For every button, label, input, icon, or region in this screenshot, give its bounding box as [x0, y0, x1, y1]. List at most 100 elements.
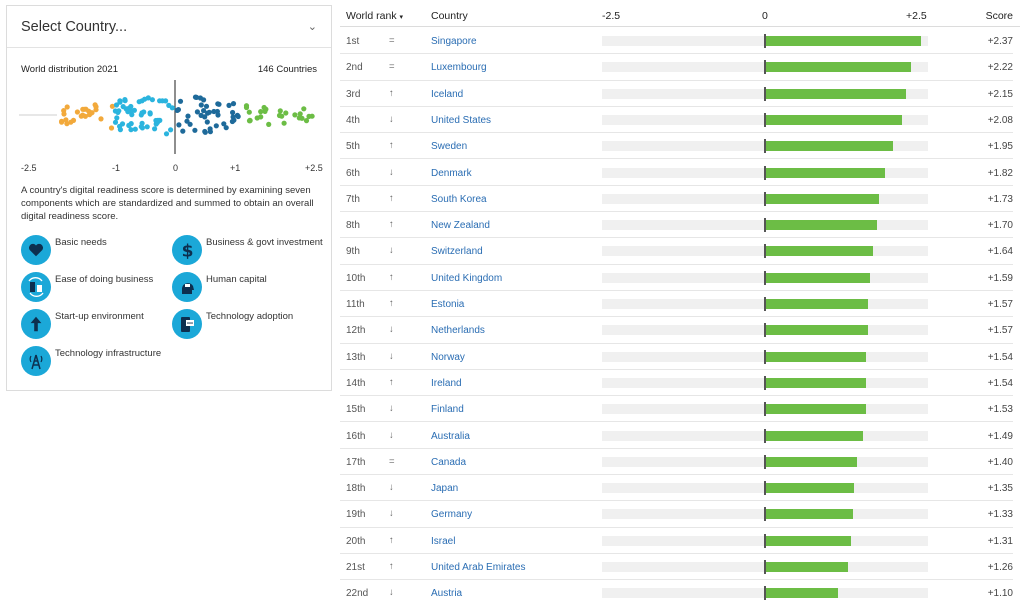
swarm-dot[interactable] — [193, 94, 200, 100]
swarm-dot[interactable] — [155, 117, 161, 123]
swarm-dot[interactable] — [93, 107, 99, 113]
country-link[interactable]: Norway — [431, 351, 465, 363]
swarm-dot[interactable] — [139, 125, 145, 131]
swarm-dot[interactable] — [223, 125, 229, 131]
swarm-dot[interactable] — [234, 112, 240, 118]
country-link[interactable]: Austria — [431, 588, 463, 600]
country-link[interactable]: New Zealand — [431, 220, 490, 232]
table-row[interactable]: 8th ↑ New Zealand +1.70 — [340, 212, 1013, 239]
swarm-dot[interactable] — [63, 117, 69, 123]
country-link[interactable]: United Arab Emirates — [431, 562, 526, 573]
table-row[interactable]: 14th ↑ Ireland +1.54 — [340, 370, 1013, 397]
swarm-dot[interactable] — [113, 102, 120, 108]
swarm-dot[interactable] — [152, 126, 158, 132]
table-row[interactable]: 3rd ↑ Iceland +2.15 — [340, 81, 1013, 107]
swarm-dot[interactable] — [261, 104, 267, 111]
swarm-dot[interactable] — [112, 119, 119, 125]
swarm-dot[interactable] — [303, 118, 310, 124]
swarm-dot[interactable] — [129, 112, 135, 118]
swarm-dot[interactable] — [197, 95, 203, 101]
country-link[interactable]: Iceland — [431, 88, 464, 100]
table-row[interactable]: 17th = Canada +1.40 — [340, 449, 1013, 476]
swarm-dot[interactable] — [78, 113, 84, 119]
swarm-dot[interactable] — [59, 119, 65, 125]
swarm-dot[interactable] — [168, 127, 174, 133]
table-row[interactable]: 22nd ↓ Austria +1.10 — [340, 580, 1013, 606]
swarm-dot[interactable] — [283, 110, 289, 116]
swarm-dot[interactable] — [132, 126, 138, 132]
swarm-dot[interactable] — [207, 129, 213, 135]
swarm-dot[interactable] — [292, 112, 298, 118]
swarm-dot[interactable] — [185, 113, 191, 119]
swarm-dot[interactable] — [116, 108, 122, 114]
swarm-dot[interactable] — [201, 108, 207, 114]
swarm-dot[interactable] — [243, 103, 250, 109]
country-link[interactable]: Japan — [431, 483, 459, 495]
swarm-dot[interactable] — [123, 106, 129, 112]
country-link[interactable]: Sweden — [431, 141, 468, 153]
swarm-dot[interactable] — [174, 107, 180, 113]
table-row[interactable]: 6th ↓ Denmark +1.82 — [340, 160, 1013, 186]
table-row[interactable]: 19th ↓ Germany +1.33 — [340, 501, 1013, 528]
table-row[interactable]: 11th ↑ Estonia +1.57 — [340, 291, 1013, 318]
table-row[interactable]: 4th ↓ United States +2.08 — [340, 107, 1013, 134]
swarm-dot[interactable] — [262, 108, 268, 114]
swarm-dot[interactable] — [126, 122, 132, 129]
country-link[interactable]: Germany — [431, 509, 473, 521]
swarm-dot[interactable] — [108, 125, 115, 131]
swarm-dot[interactable] — [258, 109, 264, 115]
swarm-dot[interactable] — [226, 102, 232, 108]
table-row[interactable]: 12th ↓ Netherlands +1.57 — [340, 317, 1013, 344]
table-row[interactable]: 16th ↓ Australia +1.49 — [340, 423, 1013, 449]
swarm-dot[interactable] — [142, 96, 148, 102]
swarm-dot[interactable] — [117, 99, 123, 105]
swarm-dot[interactable] — [141, 109, 147, 115]
table-row[interactable]: 7th ↑ South Korea +1.73 — [340, 186, 1013, 213]
swarm-dot[interactable] — [230, 109, 236, 116]
table-row[interactable]: 1st = Singapore +2.37 — [340, 28, 1013, 55]
swarm-dot[interactable] — [211, 108, 217, 115]
swarm-dot[interactable] — [213, 123, 219, 129]
table-row[interactable]: 15th ↓ Finland +1.53 — [340, 396, 1013, 423]
swarm-dot[interactable] — [128, 107, 134, 114]
swarm-dot[interactable] — [281, 120, 287, 126]
table-row[interactable]: 13th ↓ Norway +1.54 — [340, 344, 1013, 370]
swarm-dot[interactable] — [163, 131, 170, 137]
swarm-dot[interactable] — [301, 106, 307, 112]
swarm-dot[interactable] — [198, 102, 204, 108]
swarm-dot[interactable] — [204, 119, 210, 125]
swarm-dot[interactable] — [202, 114, 208, 120]
swarm-dot[interactable] — [203, 103, 210, 109]
country-select[interactable]: Select Country... ⌄ — [7, 6, 331, 48]
swarm-dot[interactable] — [247, 117, 253, 123]
swarm-dot[interactable] — [109, 103, 115, 109]
swarm-dot[interactable] — [194, 109, 200, 115]
swarm-dot[interactable] — [64, 104, 70, 110]
swarm-dot[interactable] — [98, 116, 104, 122]
swarm-dot[interactable] — [139, 120, 145, 126]
swarm-dot[interactable] — [258, 114, 264, 120]
swarm-dot[interactable] — [177, 98, 184, 104]
country-link[interactable]: United States — [431, 114, 492, 126]
swarm-dot[interactable] — [128, 127, 134, 133]
country-link[interactable]: South Korea — [431, 193, 487, 205]
country-link[interactable]: Estonia — [431, 299, 465, 310]
swarm-dot[interactable] — [159, 98, 165, 104]
world-rank-header[interactable]: World rank ▾ — [346, 10, 403, 22]
swarm-dot[interactable] — [176, 122, 182, 128]
swarm-dot[interactable] — [221, 121, 227, 127]
table-row[interactable]: 20th ↑ Israel +1.31 — [340, 528, 1013, 554]
table-row[interactable]: 5th ↑ Sweden +1.95 — [340, 133, 1013, 160]
swarm-dot[interactable] — [276, 112, 283, 119]
swarm-dot[interactable] — [229, 118, 235, 125]
swarm-dot[interactable] — [205, 110, 211, 116]
swarm-dot[interactable] — [202, 129, 208, 135]
swarm-dot[interactable] — [230, 114, 236, 120]
swarm-dot[interactable] — [180, 128, 186, 134]
table-row[interactable]: 2nd = Luxembourg +2.22 — [340, 54, 1013, 81]
swarm-dot[interactable] — [166, 102, 172, 108]
swarm-dot[interactable] — [149, 97, 155, 103]
table-row[interactable]: 18th ↓ Japan +1.35 — [340, 475, 1013, 502]
country-link[interactable]: United Kingdom — [431, 272, 503, 284]
swarm-dot[interactable] — [246, 109, 252, 115]
